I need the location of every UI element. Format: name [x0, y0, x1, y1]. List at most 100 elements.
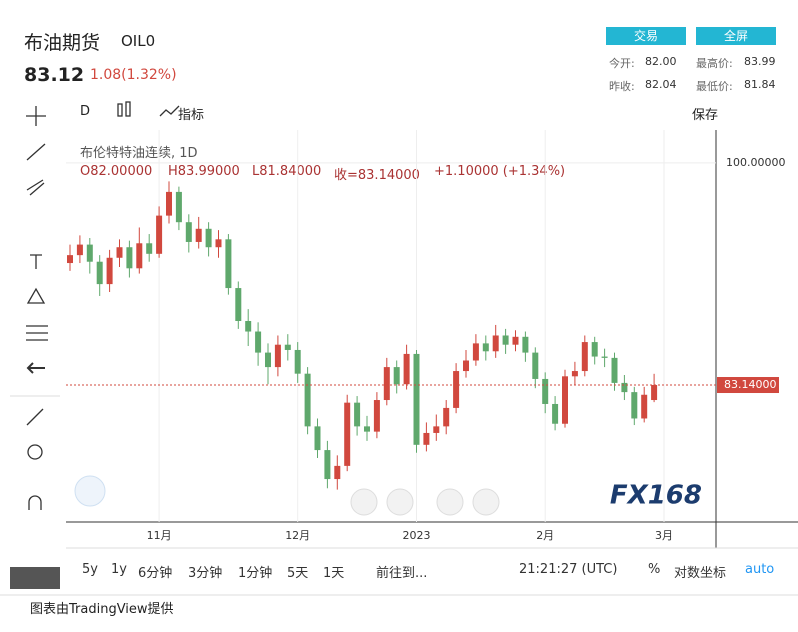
candle-body [641, 394, 648, 419]
candle-body [116, 247, 123, 258]
x-tick-label: 11月 [147, 529, 172, 542]
candle-body [67, 255, 73, 264]
y-tick-label: 100.00000 [726, 156, 786, 169]
candle-body [166, 191, 172, 216]
candle-body [562, 376, 568, 424]
candle-body [423, 432, 430, 445]
price: 83.12 [24, 64, 85, 86]
candle-body [393, 367, 400, 385]
zoom-out[interactable] [350, 488, 378, 516]
candle-body [651, 385, 658, 401]
scroll-left[interactable] [436, 488, 464, 516]
candle-body [314, 426, 321, 451]
stat-label: 最低价: [696, 80, 733, 93]
candle-body [611, 357, 618, 383]
candle-body [601, 356, 608, 358]
zoom-in[interactable] [386, 488, 414, 516]
candle-body [581, 342, 588, 372]
range[interactable]: 1y [111, 562, 127, 577]
interval[interactable]: D [80, 104, 91, 119]
candle-body [274, 344, 281, 368]
candle-body [492, 335, 499, 352]
candle-body [106, 257, 113, 285]
candle-body [482, 343, 489, 352]
candle-body [185, 222, 192, 242]
goto[interactable]: 前往到... [376, 566, 428, 581]
candle-body [146, 243, 153, 254]
candle-body [621, 382, 628, 393]
candle-body [86, 244, 93, 262]
zoom-controls [350, 488, 500, 516]
footer: 图表由TradingView提供 [30, 602, 174, 617]
legend-close: 收=83.14000 [334, 168, 420, 183]
candle-body [175, 191, 182, 223]
stat-label: 今开: [609, 57, 635, 70]
indicators[interactable]: 指标 [178, 108, 205, 123]
candle-body [235, 288, 242, 321]
x-tick-label: 2023 [403, 529, 431, 542]
candle-body [522, 336, 529, 353]
candle-body [294, 349, 301, 374]
legend-change: +1.10000 (+1.34%) [434, 164, 566, 179]
candle-body [96, 261, 103, 285]
legend-open: O82.00000 [80, 164, 153, 179]
x-tick-label: 3月 [655, 529, 673, 542]
stat-value: 82.00 [645, 55, 677, 68]
code: OIL0 [121, 32, 156, 50]
collapse-button[interactable] [10, 567, 60, 589]
candle-body [433, 426, 440, 433]
candle-body [245, 320, 252, 332]
x-tick-label: 12月 [285, 529, 310, 542]
candle-body [591, 342, 598, 357]
legend-symbol: 布伦特特油连续, 1D [80, 146, 198, 161]
title: 布油期货 [24, 32, 101, 54]
stat-value: 82.04 [645, 78, 677, 91]
candle-body [383, 367, 390, 401]
percent[interactable]: % [648, 562, 661, 577]
candle-body [631, 392, 638, 419]
candle-body [76, 244, 83, 256]
candle-body [542, 378, 549, 404]
candle-body [472, 343, 479, 361]
candle-body [126, 247, 133, 269]
candle-body [463, 360, 469, 372]
range[interactable]: 3分钟 [188, 566, 223, 581]
candle-body [334, 465, 341, 480]
x-tick-label: 2月 [536, 529, 554, 542]
range[interactable]: 6分钟 [138, 566, 173, 581]
watermark: FX168 [610, 481, 702, 511]
candle-body [571, 371, 578, 377]
range[interactable]: 5y [82, 562, 98, 577]
scroll-right[interactable] [472, 488, 500, 516]
candle-body [284, 344, 291, 350]
range[interactable]: 1天 [323, 566, 345, 581]
tool-icons [26, 101, 180, 510]
candle-body [403, 353, 410, 385]
save[interactable]: 保存 [692, 108, 719, 123]
range[interactable]: 5天 [287, 566, 309, 581]
candle-body [195, 228, 202, 242]
legend-low: L81.84000 [252, 164, 322, 179]
candle-body [502, 335, 509, 345]
auto-scale[interactable]: auto [745, 562, 775, 577]
candle-body [136, 243, 143, 269]
candle-body [205, 228, 212, 248]
candle-body [364, 426, 370, 432]
time: 21:21:27 (UTC) [519, 562, 618, 577]
candle-body [532, 352, 539, 379]
candle-body [324, 450, 331, 480]
log-scale[interactable]: 对数坐标 [674, 566, 727, 581]
candle-body [304, 373, 311, 427]
candle-body [265, 352, 271, 368]
candle-body [344, 402, 351, 466]
stat-label: 最高价: [696, 57, 733, 70]
stat-label: 昨收: [609, 80, 635, 93]
trade-button[interactable]: 交易 [606, 27, 686, 45]
last-price-box [717, 377, 779, 394]
range[interactable]: 1分钟 [238, 566, 273, 581]
fullscreen-button[interactable]: 全屏 [696, 27, 776, 45]
change: 1.08(1.32%) [90, 67, 177, 83]
candle-body [354, 402, 361, 427]
